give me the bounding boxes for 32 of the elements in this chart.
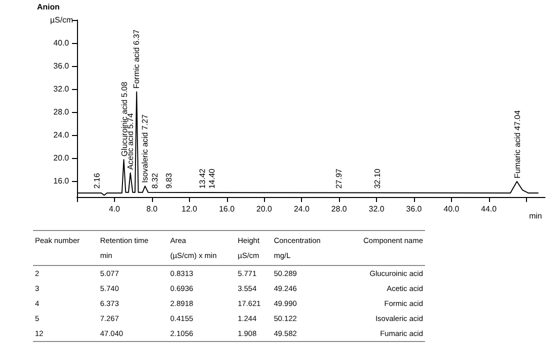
x-tick-label: 16.0 <box>218 204 236 214</box>
x-tick-label: 20.0 <box>256 204 273 214</box>
annotation: 2.16 <box>92 172 102 189</box>
x-tick-label: 28.0 <box>331 204 348 214</box>
annotation: 14.40 <box>207 168 216 189</box>
x-axis-title: min <box>529 212 542 220</box>
annotation: Fumaric acid 47.04 <box>512 110 522 178</box>
x-tick-label: 4.0 <box>108 204 121 214</box>
annotation: Acetic acid 5.74 <box>126 112 136 170</box>
x-tick-label: 8.0 <box>146 204 158 214</box>
y-tick-label: 36.0 <box>53 61 70 70</box>
chart-title: Anion <box>37 2 60 12</box>
annotation: Formic acid 6.37 <box>132 29 142 89</box>
y-tick-label: 24.0 <box>53 130 70 140</box>
annotation: 9.83 <box>164 172 174 189</box>
y-tick-label: 32.0 <box>53 84 70 94</box>
annotation: 32.10 <box>372 168 382 189</box>
x-tick-label: 24.0 <box>294 204 310 214</box>
y-tick-label: 40.0 <box>53 38 70 48</box>
annotation: 27.97 <box>334 168 344 189</box>
x-tick-label: 32.0 <box>368 204 385 214</box>
y-axis-title: µS/cm <box>50 16 74 24</box>
x-tick-label: 40.0 <box>444 204 460 214</box>
x-tick-label: 36.0 <box>406 204 422 214</box>
y-tick-label: 28.0 <box>53 107 70 116</box>
x-tick-label: 44.0 <box>481 204 498 214</box>
y-tick-label: 20.0 <box>53 153 70 162</box>
annotation: Isovaleric acid 7.27 <box>140 114 150 183</box>
x-tick-label: 12.0 <box>182 204 198 214</box>
y-tick-label: 16.0 <box>53 176 70 186</box>
annotation: 8.32 <box>150 172 160 189</box>
annotation: 13.42 <box>198 168 208 189</box>
